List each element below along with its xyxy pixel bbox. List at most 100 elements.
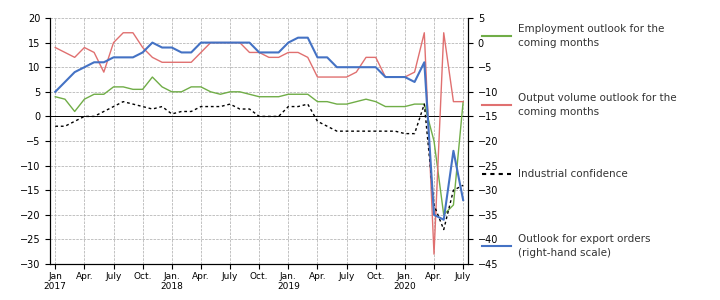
Employment outlook for the
coming months [187, 85, 196, 89]
Industrial confidence [372, 129, 380, 133]
Outlook for export orders
(right-hand scale) [284, 41, 292, 44]
Output volume outlook for the
coming months [148, 56, 157, 59]
Industrial confidence [80, 115, 89, 118]
Employment outlook for the
coming months [138, 88, 147, 91]
Outlook for export orders
(right-hand scale) [207, 41, 215, 44]
Output volume outlook for the
coming months [226, 41, 235, 44]
Industrial confidence [274, 115, 283, 118]
Output volume outlook for the
coming months [274, 56, 283, 59]
Employment outlook for the
coming months [274, 95, 283, 98]
Industrial confidence [410, 132, 419, 135]
Output volume outlook for the
coming months [323, 75, 331, 79]
Employment outlook for the
coming months [158, 85, 166, 89]
Industrial confidence [187, 110, 196, 113]
Outlook for export orders
(right-hand scale) [246, 41, 254, 44]
Employment outlook for the
coming months [51, 95, 60, 98]
Industrial confidence [138, 105, 147, 108]
Industrial confidence [381, 129, 390, 133]
Outlook for export orders
(right-hand scale) [294, 36, 302, 40]
Industrial confidence [459, 184, 467, 187]
Employment outlook for the
coming months [246, 92, 254, 96]
Outlook for export orders
(right-hand scale) [51, 90, 60, 94]
Output volume outlook for the
coming months [449, 100, 458, 103]
Industrial confidence [303, 102, 312, 106]
Outlook for export orders
(right-hand scale) [187, 51, 196, 54]
Industrial confidence [71, 119, 79, 123]
Output volume outlook for the
coming months [158, 61, 166, 64]
Output volume outlook for the
coming months [333, 75, 341, 79]
Output volume outlook for the
coming months [459, 100, 467, 103]
Employment outlook for the
coming months [323, 100, 331, 103]
Outlook for export orders
(right-hand scale) [138, 51, 147, 54]
Line: Output volume outlook for the
coming months: Output volume outlook for the coming mon… [55, 33, 463, 254]
Employment outlook for the
coming months [303, 92, 312, 96]
Industrial confidence [216, 105, 225, 108]
Industrial confidence [352, 129, 361, 133]
Output volume outlook for the
coming months [80, 46, 89, 49]
Output volume outlook for the
coming months [71, 56, 79, 59]
Text: Industrial confidence: Industrial confidence [518, 169, 628, 179]
Line: Employment outlook for the
coming months: Employment outlook for the coming months [55, 77, 463, 215]
Employment outlook for the
coming months [420, 102, 428, 106]
Industrial confidence [226, 102, 235, 106]
Outlook for export orders
(right-hand scale) [323, 56, 331, 59]
Output volume outlook for the
coming months [51, 46, 60, 49]
Employment outlook for the
coming months [313, 100, 322, 103]
Output volume outlook for the
coming months [197, 51, 205, 54]
Output volume outlook for the
coming months [138, 46, 147, 49]
Line: Outlook for export orders
(right-hand scale): Outlook for export orders (right-hand sc… [55, 38, 463, 220]
Employment outlook for the
coming months [430, 139, 438, 143]
Employment outlook for the
coming months [294, 92, 302, 96]
Industrial confidence [264, 115, 273, 118]
Outlook for export orders
(right-hand scale) [459, 198, 467, 202]
Industrial confidence [449, 188, 458, 192]
Employment outlook for the
coming months [99, 92, 108, 96]
Outlook for export orders
(right-hand scale) [216, 41, 225, 44]
Output volume outlook for the
coming months [246, 51, 254, 54]
Industrial confidence [60, 124, 69, 128]
Employment outlook for the
coming months [410, 102, 419, 106]
Employment outlook for the
coming months [207, 90, 215, 94]
Output volume outlook for the
coming months [391, 75, 400, 79]
Employment outlook for the
coming months [168, 90, 176, 94]
Employment outlook for the
coming months [255, 95, 264, 98]
Output volume outlook for the
coming months [342, 75, 351, 79]
Employment outlook for the
coming months [372, 100, 380, 103]
Employment outlook for the
coming months [342, 102, 351, 106]
Industrial confidence [420, 102, 428, 106]
Employment outlook for the
coming months [352, 100, 361, 103]
Outlook for export orders
(right-hand scale) [168, 46, 176, 49]
Outlook for export orders
(right-hand scale) [80, 65, 89, 69]
Output volume outlook for the
coming months [294, 51, 302, 54]
Industrial confidence [177, 110, 186, 113]
Outlook for export orders
(right-hand scale) [129, 56, 138, 59]
Output volume outlook for the
coming months [90, 51, 99, 54]
Outlook for export orders
(right-hand scale) [381, 75, 390, 79]
Outlook for export orders
(right-hand scale) [60, 80, 69, 84]
Output volume outlook for the
coming months [284, 51, 292, 54]
Output volume outlook for the
coming months [439, 31, 448, 34]
Outlook for export orders
(right-hand scale) [226, 41, 235, 44]
Output volume outlook for the
coming months [303, 56, 312, 59]
Outlook for export orders
(right-hand scale) [158, 46, 166, 49]
Industrial confidence [197, 105, 205, 108]
Industrial confidence [207, 105, 215, 108]
Outlook for export orders
(right-hand scale) [255, 51, 264, 54]
Industrial confidence [284, 105, 292, 108]
Employment outlook for the
coming months [80, 98, 89, 101]
Outlook for export orders
(right-hand scale) [372, 65, 380, 69]
Industrial confidence [246, 107, 254, 111]
Output volume outlook for the
coming months [177, 61, 186, 64]
Output volume outlook for the
coming months [400, 75, 409, 79]
Output volume outlook for the
coming months [187, 61, 196, 64]
Output volume outlook for the
coming months [119, 31, 127, 34]
Output volume outlook for the
coming months [410, 70, 419, 74]
Industrial confidence [109, 105, 118, 108]
Industrial confidence [235, 107, 244, 111]
Employment outlook for the
coming months [264, 95, 273, 98]
Outlook for export orders
(right-hand scale) [303, 36, 312, 40]
Industrial confidence [400, 132, 409, 135]
Output volume outlook for the
coming months [168, 61, 176, 64]
Employment outlook for the
coming months [361, 98, 370, 101]
Output volume outlook for the
coming months [109, 41, 118, 44]
